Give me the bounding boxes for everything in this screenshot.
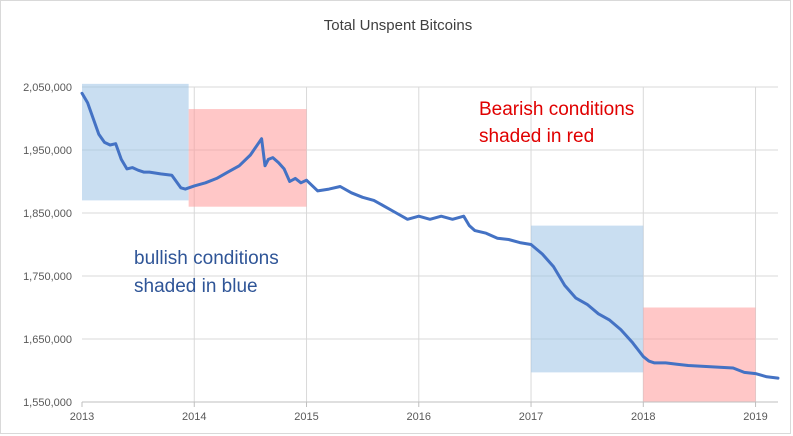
y-tick-label: 1,850,000 bbox=[23, 208, 72, 220]
shaded-region-bullish bbox=[82, 83, 189, 201]
y-tick-label: 1,750,000 bbox=[23, 271, 72, 283]
x-tick-label: 2014 bbox=[182, 411, 206, 423]
x-tick-label: 2019 bbox=[743, 411, 767, 423]
y-tick-label: 1,650,000 bbox=[23, 334, 72, 346]
shaded-region-bearish bbox=[643, 307, 756, 402]
x-tick-label: 2017 bbox=[519, 411, 543, 423]
chart-title: Total Unspent Bitcoins bbox=[324, 17, 472, 34]
series-layer bbox=[80, 91, 780, 380]
annotation-bullish-line-2: shaded in blue bbox=[134, 276, 258, 297]
annotation-bullish-line-1: bullish conditions bbox=[134, 248, 279, 269]
annotation-bearish-line-2: shaded in red bbox=[479, 126, 594, 147]
annotation-bearish-line-1: Bearish conditions bbox=[479, 99, 634, 120]
x-tick-label: 2018 bbox=[631, 411, 655, 423]
series-line-total-unspent-bitcoins bbox=[80, 91, 780, 380]
y-tick-label: 1,550,000 bbox=[23, 397, 72, 409]
y-tick-label: 2,050,000 bbox=[23, 82, 72, 94]
y-tick-label: 1,950,000 bbox=[23, 145, 72, 157]
axes: 1,550,000 1,650,000 1,750,000 1,850,000 1,95… bbox=[23, 82, 778, 423]
x-tick-label: 2016 bbox=[407, 411, 431, 423]
shaded-regions bbox=[82, 83, 756, 402]
x-tick-label: 2013 bbox=[70, 411, 94, 423]
x-tick-label: 2015 bbox=[294, 411, 318, 423]
shaded-region-bullish bbox=[531, 225, 644, 373]
